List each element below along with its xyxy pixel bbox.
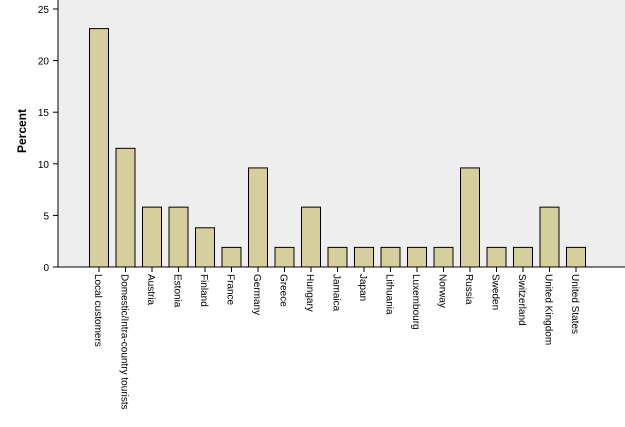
bar <box>221 246 242 268</box>
bar <box>380 246 401 268</box>
y-tick-label: 15 <box>38 108 50 119</box>
x-tick-label: Estonia <box>172 274 183 308</box>
bar <box>195 227 215 268</box>
bar <box>248 167 268 268</box>
y-tick-label: 20 <box>38 57 50 68</box>
bar <box>301 206 321 268</box>
bar <box>407 246 427 268</box>
x-tick-label: Sweden <box>490 274 501 310</box>
x-tick-label: United Kingdom <box>543 274 554 345</box>
x-tick-label: Japan <box>357 274 368 301</box>
y-axis-label: Percent <box>15 109 29 153</box>
bar <box>460 167 480 268</box>
bar <box>433 246 454 268</box>
x-tick-label: Switzerland <box>516 274 527 326</box>
x-tick-label: Jamaica <box>331 274 342 312</box>
x-tick-label: Greece <box>278 274 289 307</box>
bar <box>142 206 162 268</box>
y-tick-label: 25 <box>38 5 50 16</box>
x-tick-label: Local customers <box>92 274 103 347</box>
x-tick-label: Luxembourg <box>410 274 421 330</box>
bar <box>274 246 295 268</box>
x-tick-label: Germany <box>251 274 262 315</box>
bars-group <box>89 28 586 268</box>
x-tick-label: United States <box>569 274 580 334</box>
y-ticks-group: 0 5 10 15 20 25 <box>38 5 58 274</box>
bar <box>327 246 348 268</box>
x-tick-label: Austria <box>145 274 156 306</box>
x-tick-label: Finland <box>198 274 209 307</box>
y-tick-label: 5 <box>43 211 49 222</box>
bar <box>115 147 136 268</box>
y-tick-label: 0 <box>43 263 49 274</box>
x-tick-label: Russia <box>463 274 474 305</box>
y-tick-label: 10 <box>38 160 50 171</box>
bar <box>354 246 374 268</box>
x-tick-label: Hungary <box>304 274 315 312</box>
bar <box>513 246 533 268</box>
x-ticks-group: Local customers Domestic/Intra-country to… <box>92 267 580 410</box>
bar <box>89 28 109 268</box>
x-tick-label: Lithuania <box>384 274 395 315</box>
x-tick-label: Domestic/Intra-country tourists <box>119 274 130 410</box>
bar <box>539 206 560 268</box>
bar <box>486 246 507 268</box>
x-tick-label: Norway <box>437 274 448 308</box>
bar <box>168 206 189 268</box>
bar <box>566 246 586 268</box>
x-tick-label: France <box>225 274 236 306</box>
